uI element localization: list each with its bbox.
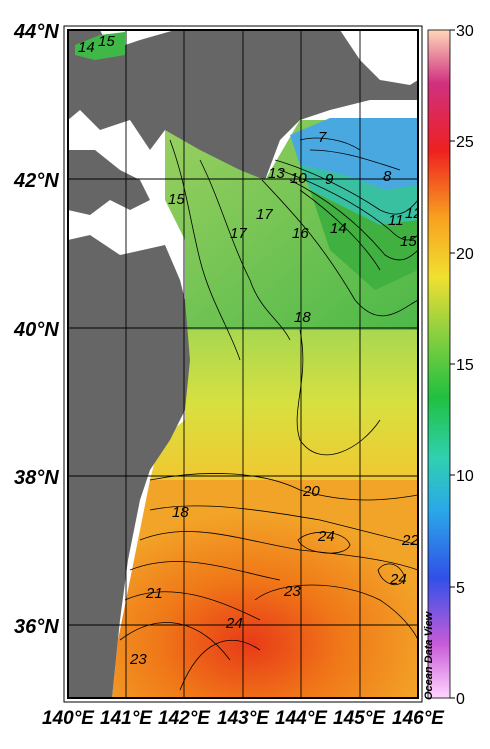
contour-label: 23 (283, 583, 301, 600)
contour-label: 15 (168, 191, 185, 208)
contour-label: 12 (405, 205, 422, 222)
colorbar-ramp (427, 29, 451, 699)
contour-label: 13 (268, 165, 285, 182)
colorbar: 30 25 20 15 10 5 0 Ocean Data View (423, 23, 474, 708)
contour-label: 7 (318, 129, 327, 146)
contour-label: 20 (302, 483, 320, 500)
contour-label: 15 (98, 33, 115, 50)
contour-label: 22 (401, 532, 419, 549)
ocean-data-view-credit: Ocean Data View (423, 610, 435, 700)
contour-label: 18 (172, 504, 189, 521)
colorbar-tick-10: 10 (456, 468, 474, 485)
lon-label-144: 144°E (275, 708, 328, 729)
land-honshu (68, 235, 190, 698)
colorbar-tick-20: 20 (456, 246, 474, 263)
contour-label: 17 (230, 225, 247, 242)
lat-label-38: 38°N (14, 467, 59, 489)
lat-label-36: 36°N (14, 616, 59, 638)
lon-label-146: 146°E (392, 708, 445, 729)
lon-labels: 140°E 141°E 142°E 143°E 144°E 145°E 146°… (42, 708, 445, 729)
lon-label-141: 141°E (100, 708, 153, 729)
colorbar-tick-15: 15 (456, 357, 474, 374)
graticule (68, 30, 418, 698)
contour-labels: 14 15 7 13 10 9 8 15 17 17 16 14 11 12 1… (78, 33, 422, 668)
map-frame-outer (63, 25, 423, 703)
lon-label-143: 143°E (217, 708, 270, 729)
land-oshima (68, 150, 150, 215)
contour-label: 24 (389, 571, 407, 588)
map-data-area: 14 15 7 13 10 9 8 15 17 17 16 14 11 12 1… (68, 30, 422, 698)
contour-label: 23 (129, 651, 147, 668)
contour-label: 8 (383, 168, 392, 185)
contour-label: 24 (225, 615, 243, 632)
contour-label: 14 (330, 220, 347, 237)
colorbar-tick-5: 5 (456, 580, 465, 597)
contour-label: 15 (400, 233, 417, 250)
ocean-field-south (112, 480, 418, 698)
colorbar-tick-30: 30 (456, 23, 474, 40)
ocean-field-middle (150, 330, 418, 480)
contour-label: 18 (294, 309, 311, 326)
contour-label: 17 (256, 206, 273, 223)
contour-label: 14 (78, 39, 95, 56)
contour-label: 11 (388, 212, 404, 229)
lat-label-40: 40°N (13, 319, 59, 341)
lon-label-140: 140°E (42, 708, 95, 729)
lon-label-142: 142°E (158, 708, 211, 729)
lat-labels: 44°N 42°N 40°N 38°N 36°N (13, 21, 59, 638)
lon-label-145: 145°E (333, 708, 386, 729)
ocean-field-cold (290, 118, 418, 190)
contour-label: 9 (325, 171, 334, 188)
map-frame (67, 29, 419, 699)
contour-label: 21 (145, 585, 163, 602)
colorbar-tick-0: 0 (456, 691, 465, 708)
lat-label-42: 42°N (13, 170, 59, 192)
contour-label: 24 (317, 528, 335, 545)
lat-label-44: 44°N (13, 21, 59, 43)
contour-label: 10 (290, 170, 307, 187)
colorbar-tick-25: 25 (456, 134, 474, 151)
contour-lines (119, 137, 418, 691)
